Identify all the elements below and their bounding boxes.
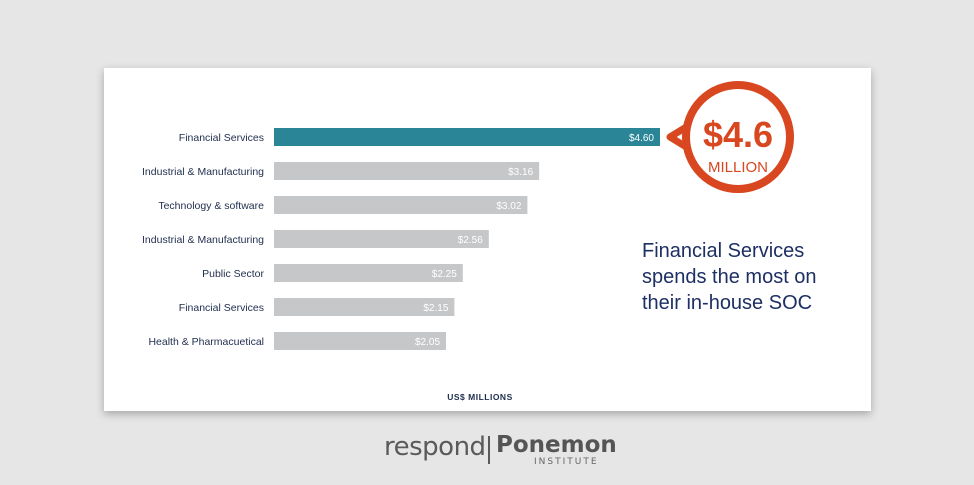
bar <box>274 298 455 316</box>
logo-divider <box>488 436 490 464</box>
category-label: Industrial & Manufacturing <box>142 234 264 246</box>
callout-badge: $4.6 MILLION <box>666 81 794 193</box>
bar <box>274 162 540 180</box>
ponemon-institute-label: INSTITUTE <box>534 457 599 467</box>
bar-chart: Financial Services Industrial & Manufactu… <box>142 81 794 402</box>
category-label: Health & Pharmacuetical <box>148 336 264 348</box>
headline-text: Financial Services spends the most on th… <box>642 240 817 314</box>
value-label: $2.25 <box>432 269 457 280</box>
value-label: $3.02 <box>496 201 521 212</box>
value-label: $2.15 <box>423 303 448 314</box>
category-label: Financial Services <box>179 132 264 144</box>
bar <box>274 264 463 282</box>
bar <box>274 230 489 248</box>
bar <box>274 332 447 350</box>
value-label: $3.16 <box>508 167 533 178</box>
callout-amount: $4.6 <box>703 114 773 155</box>
category-label: Public Sector <box>202 268 264 280</box>
bar <box>274 128 660 146</box>
value-label: $2.05 <box>415 337 440 348</box>
category-label: Industrial & Manufacturing <box>142 166 264 178</box>
category-label: Technology & software <box>158 200 264 212</box>
callout-unit: MILLION <box>708 159 768 176</box>
category-labels: Financial Services Industrial & Manufactu… <box>142 132 264 348</box>
value-label: $4.60 <box>629 133 654 144</box>
x-axis-label: US$ MILLIONS <box>447 392 513 402</box>
value-label: $2.56 <box>458 235 483 246</box>
value-labels: $4.60 $3.16 $3.02 $2.56 $2.25 $2.15 $2.05 <box>415 133 654 348</box>
category-label: Financial Services <box>179 302 264 314</box>
footer-logos: respond Ponemon INSTITUTE <box>384 430 617 470</box>
respond-logo: respond <box>384 432 486 462</box>
callout-ring <box>682 81 794 193</box>
bar <box>274 196 528 214</box>
ponemon-logo: Ponemon <box>496 432 617 458</box>
bars <box>274 128 660 350</box>
chart-card: Financial Services Industrial & Manufactu… <box>104 68 871 411</box>
